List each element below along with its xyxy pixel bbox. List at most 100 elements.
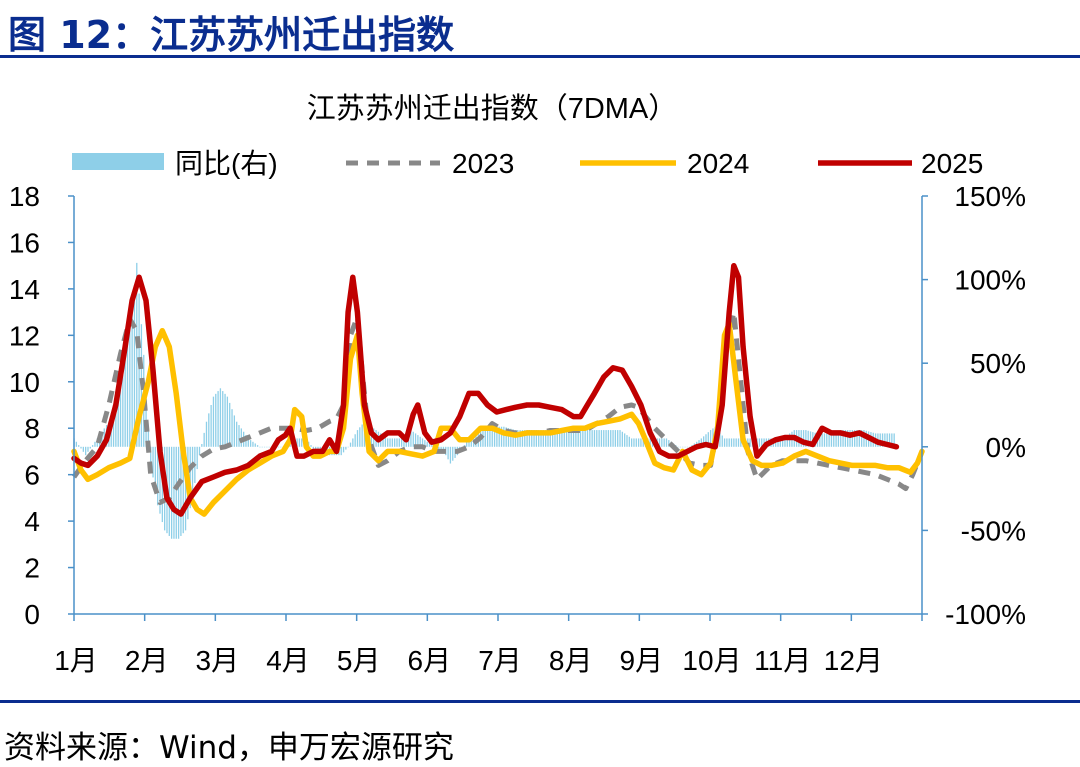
yoy-bar	[438, 446, 440, 451]
yoy-bar	[129, 329, 131, 447]
yoy-bar	[466, 441, 468, 447]
yoy-bar	[301, 438, 303, 447]
yoy-bar	[549, 430, 551, 447]
yoy-bar	[533, 430, 535, 447]
yoy-bar	[91, 445, 94, 447]
left-tick-label: 4	[24, 506, 40, 537]
yoy-bar	[830, 432, 833, 447]
x-tick-label: 9月	[620, 645, 664, 676]
yoy-bar	[89, 446, 91, 449]
yoy-bar	[342, 446, 345, 453]
yoy-bar	[579, 430, 582, 447]
yoy-bar	[884, 433, 886, 447]
yoy-bar	[642, 438, 644, 447]
yoy-bar	[249, 440, 252, 447]
yoy-bar	[856, 430, 858, 447]
yoy-bar	[747, 438, 749, 447]
series-line-2023	[71, 309, 925, 505]
x-tick-label: 7月	[478, 645, 522, 676]
yoy-bar	[568, 430, 570, 447]
yoy-bar	[821, 433, 823, 447]
yoy-bar	[558, 430, 561, 447]
yoy-bar	[266, 446, 268, 448]
legend: 同比(右) 2023 2024 2025	[72, 148, 983, 179]
yoy-bar	[136, 262, 138, 447]
chart: 江苏苏州迁出指数（7DMA） 同比(右) 2023 2024 2025 0 2 4 6 8 10…	[9, 92, 1026, 676]
figure-title: 图 12：江苏苏州迁出指数	[8, 13, 455, 57]
source-rule	[0, 700, 1080, 703]
yoy-bar	[689, 446, 691, 448]
yoy-bar	[893, 433, 895, 447]
x-tick-label: 5月	[337, 645, 381, 676]
yoy-bar	[486, 428, 489, 447]
source-note: 资料来源：Wind，申万宏源研究	[4, 730, 454, 766]
yoy-bar	[389, 438, 391, 447]
yoy-bar	[565, 430, 568, 447]
yoy-bar	[705, 434, 707, 447]
yoy-bar	[621, 431, 623, 447]
axes: 0 2 4 6 8 10 12 14 16 18 -100% -50% 0% 50% 100% 150% 1月 2…	[9, 181, 1026, 676]
yoy-bar	[735, 438, 737, 447]
yoy-bar	[124, 354, 126, 447]
yoy-bar	[842, 430, 844, 447]
yoy-bar	[122, 367, 124, 447]
yoy-bar	[570, 430, 572, 447]
yoy-bar	[94, 441, 96, 447]
x-tick-label: 10月	[682, 645, 741, 676]
x-tick-label: 2月	[125, 645, 169, 676]
x-tick-label: 12月	[824, 645, 883, 676]
yoy-bar	[263, 446, 266, 448]
yoy-bar	[860, 430, 863, 447]
legend-label: 同比(右)	[175, 148, 278, 179]
yoy-bar	[203, 432, 205, 447]
yoy-bar	[208, 413, 210, 447]
yoy-bar	[236, 421, 238, 447]
yoy-bar	[891, 433, 893, 447]
yoy-bar	[170, 446, 173, 539]
yoy-bar	[280, 446, 282, 448]
yoy-bar	[593, 430, 596, 447]
yoy-bar	[503, 426, 505, 447]
yoy-bar	[886, 433, 888, 447]
legend-label: 2024	[687, 148, 749, 179]
yoy-bar	[637, 438, 640, 447]
x-tick-label: 11月	[754, 645, 811, 676]
yoy-bar	[658, 438, 661, 447]
yoy-bar	[147, 427, 150, 447]
legend-label: 2023	[452, 148, 514, 179]
right-tick-label: -50%	[961, 515, 1026, 546]
yoy-bar	[498, 426, 500, 447]
yoy-bar	[514, 430, 517, 447]
yoy-bar	[414, 433, 417, 447]
yoy-bar	[157, 446, 159, 506]
yoy-bar	[233, 415, 236, 447]
yoy-bar	[452, 446, 454, 461]
yoy-bar	[582, 430, 584, 447]
yoy-bar	[630, 438, 633, 447]
yoy-bar	[252, 441, 254, 447]
yoy-bar	[844, 430, 847, 447]
right-tick-label: 0%	[986, 432, 1026, 463]
yoy-bar	[310, 445, 312, 447]
yoy-bar	[707, 432, 709, 447]
yoy-bar	[854, 430, 856, 447]
yoy-bar	[352, 438, 354, 447]
yoy-bar	[526, 430, 528, 447]
yoy-bar	[572, 430, 575, 447]
yoy-bar	[396, 438, 398, 447]
yoy-bar	[484, 428, 486, 447]
yoy-bar	[763, 438, 765, 447]
yoy-bar	[524, 430, 526, 447]
yoy-bar	[500, 426, 503, 447]
yoy-bar	[700, 438, 702, 447]
yoy-bar	[238, 425, 240, 447]
yoy-bar	[624, 433, 626, 447]
yoy-bar	[605, 430, 607, 447]
left-tick-label: 10	[9, 367, 40, 398]
yoy-bar	[340, 446, 342, 456]
yoy-bar	[410, 430, 412, 447]
yoy-bar	[268, 446, 270, 448]
left-tick-label: 0	[24, 599, 40, 630]
yoy-bar	[85, 446, 87, 456]
yoy-bar	[259, 446, 261, 448]
